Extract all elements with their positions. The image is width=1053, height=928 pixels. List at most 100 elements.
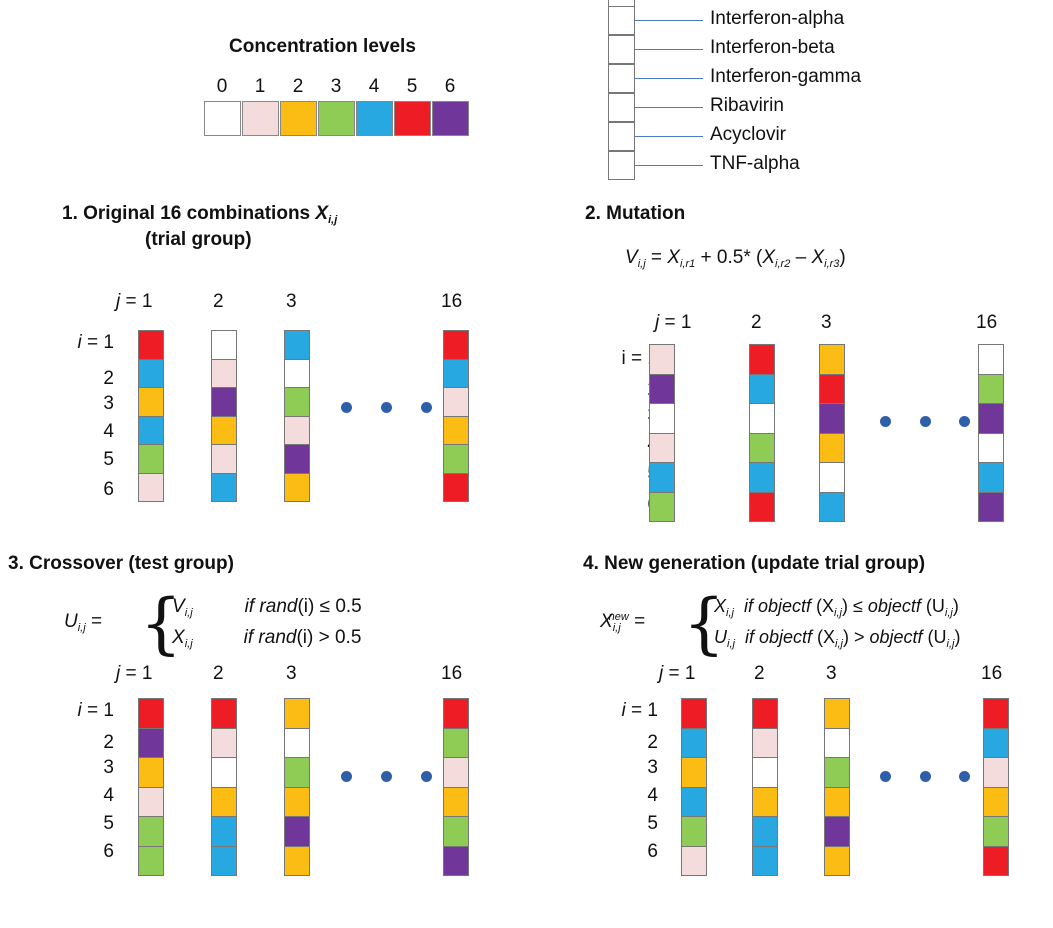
combination-cell	[983, 698, 1009, 729]
combination-cell	[443, 698, 469, 729]
row-index-prefix: i =	[621, 348, 648, 369]
combination-cell	[824, 845, 850, 876]
column-index-eq: =	[120, 663, 142, 684]
column-index-var: j	[116, 663, 121, 684]
combination-cell	[138, 415, 164, 445]
combination-cell	[211, 757, 237, 788]
row-label: 2	[103, 368, 114, 389]
combination-cell	[819, 491, 845, 522]
combination-cell	[284, 387, 310, 417]
row-index-var: i	[621, 700, 626, 721]
combination-cell	[752, 698, 778, 729]
concentration-legend-title: Concentration levels	[229, 36, 416, 57]
concentration-swatch	[204, 101, 241, 136]
combination-cell	[138, 786, 164, 817]
row-index-var: i	[77, 700, 82, 721]
new-generation-case-1: Xi,j if objectf (Xi,j) ≤ objectf (Ui,j)	[714, 596, 959, 619]
combination-cell	[752, 786, 778, 817]
crossover-formula-lhs: Ui,j =	[64, 611, 103, 634]
column-label: 16	[976, 312, 998, 333]
combination-cell	[443, 358, 469, 388]
combination-cell	[138, 757, 164, 788]
combination-cell	[211, 786, 237, 817]
drug-connector	[635, 107, 703, 108]
concentration-level-label: 3	[330, 76, 342, 97]
combination-cell	[443, 786, 469, 817]
combination-cell	[138, 444, 164, 474]
combination-cell	[681, 816, 707, 847]
combination-cell	[749, 491, 775, 522]
column-label: 2	[213, 291, 224, 312]
row-label: 4	[647, 785, 658, 806]
ellipsis-dot	[880, 416, 891, 427]
drug-label: Interferon-beta	[710, 37, 835, 58]
combination-cell	[284, 816, 310, 847]
combination-cell	[284, 698, 310, 729]
column-label: 16	[981, 663, 1003, 684]
combination-cell	[284, 757, 310, 788]
combination-cell	[443, 387, 469, 417]
combination-cell	[649, 344, 675, 375]
combination-cell	[138, 330, 164, 360]
row-label: 3	[103, 757, 114, 778]
row-index-value: 1	[647, 700, 658, 721]
combination-cell	[284, 358, 310, 388]
ellipsis-dot	[880, 771, 891, 782]
combination-cell	[983, 786, 1009, 817]
column-index-value: 1	[141, 291, 153, 312]
column-label: j = 1	[659, 663, 695, 685]
ellipsis-dot	[421, 402, 432, 413]
combination-cell	[211, 472, 237, 502]
panel-4-title: 4. New generation (update trial group)	[583, 553, 926, 574]
drug-slot	[608, 151, 635, 180]
combination-cell	[752, 845, 778, 876]
column-label: j = 1	[116, 291, 152, 313]
crossover-case-2: Xi,j if rand(i) > 0.5	[172, 627, 362, 650]
concentration-level-label: 2	[292, 76, 304, 97]
row-index-eq: =	[81, 700, 104, 721]
row-label: 3	[103, 393, 114, 414]
combination-cell	[211, 444, 237, 474]
drug-slot	[608, 64, 635, 93]
combination-cell	[749, 403, 775, 434]
column-label: 16	[441, 663, 463, 684]
column-label: 16	[441, 291, 463, 312]
drug-slot	[608, 93, 635, 122]
combination-cell	[681, 698, 707, 729]
row-index-eq: =	[81, 332, 104, 353]
combination-cell	[284, 845, 310, 876]
column-index-eq: =	[120, 291, 142, 312]
column-index-var: j	[116, 291, 121, 312]
combination-cell	[824, 816, 850, 847]
column-index-eq: =	[659, 312, 681, 333]
combination-cell	[138, 472, 164, 502]
column-label: 3	[821, 312, 832, 333]
combination-cell	[819, 432, 845, 463]
combination-cell	[681, 845, 707, 876]
combination-cell	[649, 462, 675, 493]
combination-cell	[819, 344, 845, 375]
combination-cell	[824, 757, 850, 788]
concentration-swatch	[242, 101, 279, 136]
combination-cell	[978, 373, 1004, 404]
combination-cell	[649, 403, 675, 434]
drug-box-top	[608, 0, 635, 6]
column-label: j = 1	[655, 312, 691, 334]
concentration-level-label: 6	[444, 76, 456, 97]
panel-2-title: 2. Mutation	[585, 203, 686, 224]
combination-cell	[284, 727, 310, 758]
column-index-value: 1	[684, 663, 696, 684]
row-label: 6	[103, 479, 114, 500]
combination-cell	[983, 845, 1009, 876]
row-index-eq: =	[625, 700, 648, 721]
drug-connector	[635, 136, 703, 137]
combination-cell	[138, 358, 164, 388]
ellipsis-dot	[381, 402, 392, 413]
column-index-var: j	[655, 312, 660, 333]
combination-cell	[211, 845, 237, 876]
column-index-value: 1	[141, 663, 153, 684]
concentration-level-label: 4	[368, 76, 380, 97]
ellipsis-dot	[959, 416, 970, 427]
row-label: 4	[103, 785, 114, 806]
combination-cell	[443, 757, 469, 788]
